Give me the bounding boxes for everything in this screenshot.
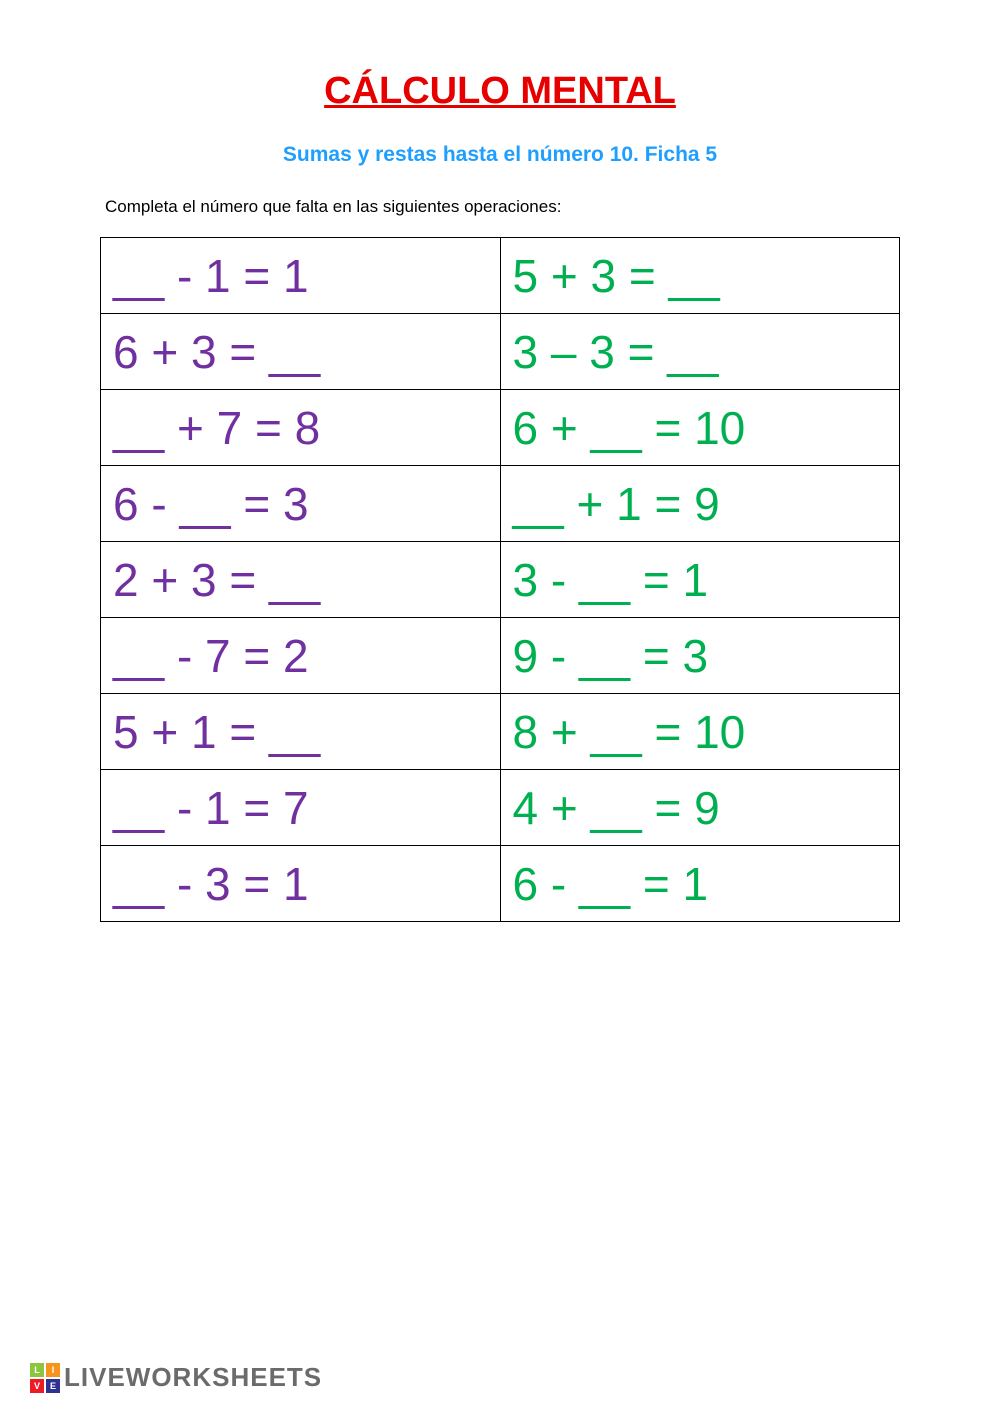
table-row: 2 + 3 = __3 - __ = 1 xyxy=(101,542,900,618)
table-row: __ - 3 = 16 - __ = 1 xyxy=(101,846,900,922)
table-row: __ - 1 = 74 + __ = 9 xyxy=(101,770,900,846)
problem-cell-right[interactable]: 5 + 3 = __ xyxy=(500,238,900,314)
table-row: __ - 7 = 29 - __ = 3 xyxy=(101,618,900,694)
table-row: 6 - __ = 3__ + 1 = 9 xyxy=(101,466,900,542)
problems-table: __ - 1 = 15 + 3 = __6 + 3 = __3 – 3 = __… xyxy=(100,237,900,922)
worksheet-page: CÁLCULO MENTAL Sumas y restas hasta el n… xyxy=(0,0,1000,922)
logo-square: V xyxy=(30,1379,44,1393)
problem-cell-left[interactable]: __ - 7 = 2 xyxy=(101,618,501,694)
logo-square: E xyxy=(46,1379,60,1393)
table-row: __ - 1 = 15 + 3 = __ xyxy=(101,238,900,314)
problem-cell-right[interactable]: 8 + __ = 10 xyxy=(500,694,900,770)
problem-cell-left[interactable]: __ - 1 = 1 xyxy=(101,238,501,314)
page-title: CÁLCULO MENTAL xyxy=(100,70,900,113)
problem-cell-right[interactable]: 6 - __ = 1 xyxy=(500,846,900,922)
problem-cell-left[interactable]: 5 + 1 = __ xyxy=(101,694,501,770)
logo-square: L xyxy=(30,1363,44,1377)
problem-cell-left[interactable]: 6 + 3 = __ xyxy=(101,314,501,390)
problem-cell-left[interactable]: 6 - __ = 3 xyxy=(101,466,501,542)
problem-cell-right[interactable]: 3 – 3 = __ xyxy=(500,314,900,390)
problem-cell-right[interactable]: 4 + __ = 9 xyxy=(500,770,900,846)
table-row: __ + 7 = 86 + __ = 10 xyxy=(101,390,900,466)
problem-cell-left[interactable]: 2 + 3 = __ xyxy=(101,542,501,618)
logo-square: I xyxy=(46,1363,60,1377)
page-subtitle: Sumas y restas hasta el número 10. Ficha… xyxy=(100,143,900,167)
table-row: 5 + 1 = __8 + __ = 10 xyxy=(101,694,900,770)
problem-cell-right[interactable]: 9 - __ = 3 xyxy=(500,618,900,694)
table-row: 6 + 3 = __3 – 3 = __ xyxy=(101,314,900,390)
problem-cell-left[interactable]: __ + 7 = 8 xyxy=(101,390,501,466)
brand-text: LIVEWORKSHEETS xyxy=(64,1362,322,1393)
problem-cell-right[interactable]: 6 + __ = 10 xyxy=(500,390,900,466)
instructions-text: Completa el número que falta en las sigu… xyxy=(105,197,900,217)
problem-cell-left[interactable]: __ - 1 = 7 xyxy=(101,770,501,846)
problem-cell-right[interactable]: 3 - __ = 1 xyxy=(500,542,900,618)
problem-cell-left[interactable]: __ - 3 = 1 xyxy=(101,846,501,922)
footer-logo: LIVE LIVEWORKSHEETS xyxy=(30,1362,322,1393)
problems-tbody: __ - 1 = 15 + 3 = __6 + 3 = __3 – 3 = __… xyxy=(101,238,900,922)
problem-cell-right[interactable]: __ + 1 = 9 xyxy=(500,466,900,542)
logo-squares: LIVE xyxy=(30,1363,60,1393)
